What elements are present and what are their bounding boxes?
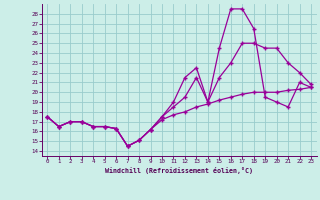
X-axis label: Windchill (Refroidissement éolien,°C): Windchill (Refroidissement éolien,°C): [105, 167, 253, 174]
